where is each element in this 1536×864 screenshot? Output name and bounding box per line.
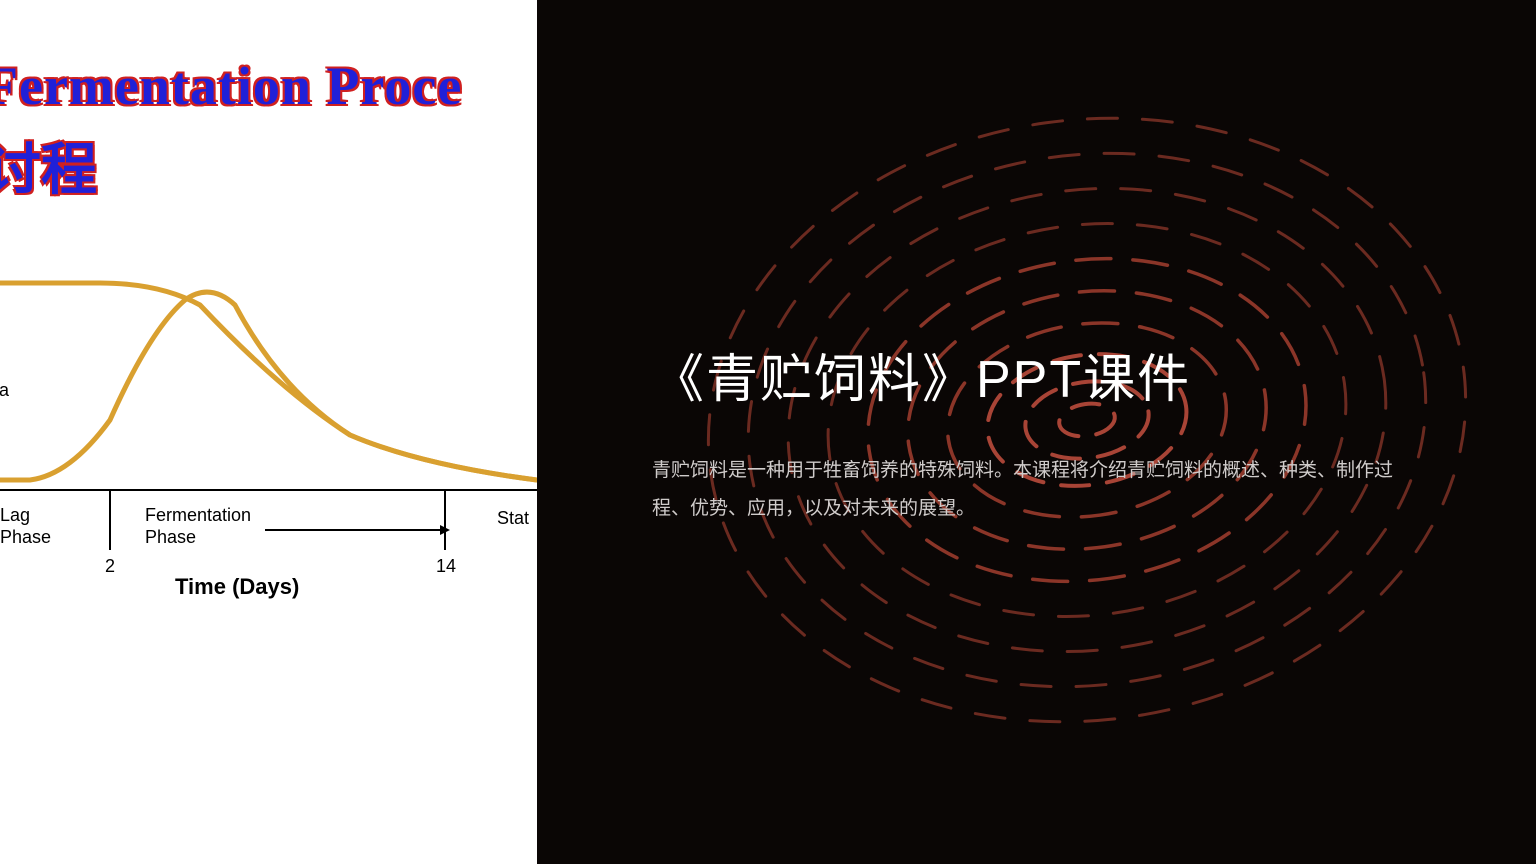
fermentation-chart: ia Lag Phase Fermentation Phase Stat 2 1… — [0, 260, 537, 660]
chart-svg — [0, 260, 537, 600]
lag-phase-label: Lag Phase — [0, 505, 51, 548]
slide-description: 青贮饲料是一种用于牲畜饲养的特殊饲料。本课程将介绍青贮饲料的概述、种类、制作过程… — [652, 452, 1402, 528]
lag-phase-line1: Lag Phase — [0, 505, 51, 547]
chart-title-english: Fermentation Proce — [0, 55, 462, 117]
fingerprint-decoration — [587, 100, 1487, 800]
left-panel: Fermentation Proce 讨程 ia Lag Phase Ferme… — [0, 0, 537, 864]
tick-14: 14 — [436, 556, 456, 577]
right-panel: 《青贮饲料》PPT课件 青贮饲料是一种用于牲畜饲养的特殊饲料。本课程将介绍青贮饲… — [537, 0, 1536, 864]
x-axis-label: Time (Days) — [175, 574, 299, 600]
slide-title: 《青贮饲料》PPT课件 — [652, 337, 1476, 412]
tick-2: 2 — [105, 556, 115, 577]
stat-label: Stat — [497, 508, 529, 529]
fermentation-phase-label: Fermentation Phase — [145, 505, 251, 548]
chart-title-chinese: 讨程 — [0, 125, 97, 206]
fermentation-phase-text: Fermentation Phase — [145, 505, 251, 547]
